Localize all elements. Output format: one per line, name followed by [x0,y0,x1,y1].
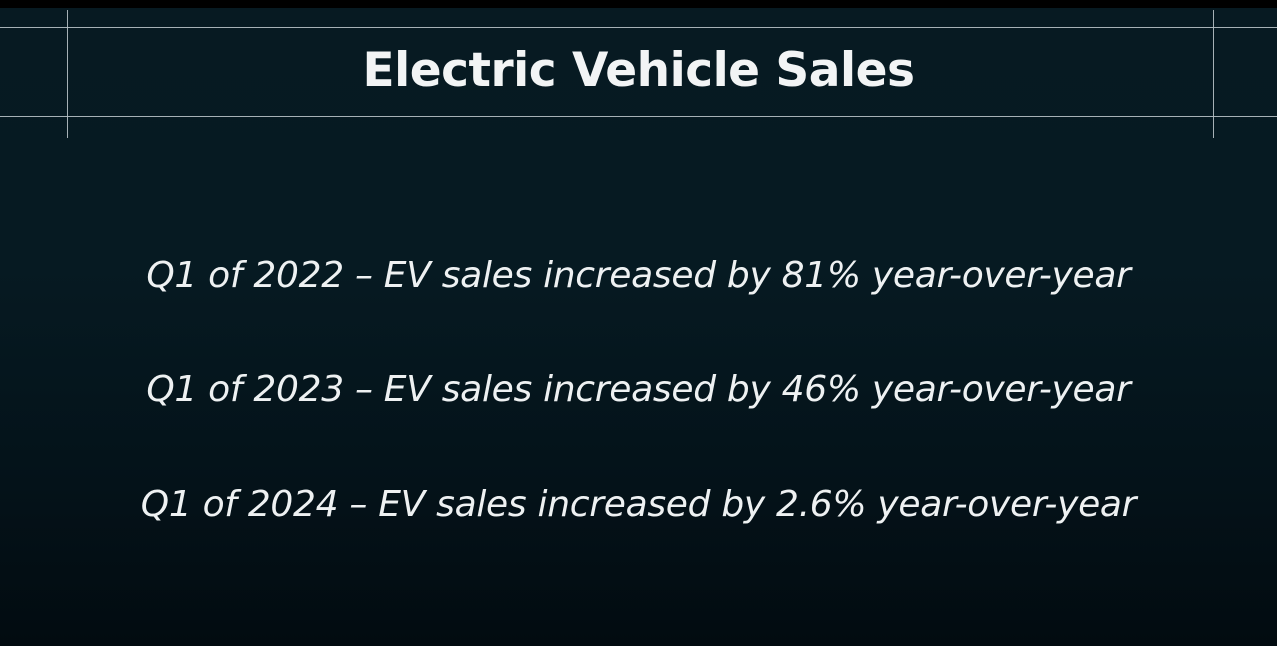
title-right-rule [1213,10,1214,138]
title-top-rule [0,27,1277,28]
presentation-slide: Electric Vehicle Sales Q1 of 2022 – EV s… [0,8,1277,646]
title-left-rule [67,10,68,138]
stat-line-2023: Q1 of 2023 – EV sales increased by 46% y… [146,369,1131,410]
stat-line-2022: Q1 of 2022 – EV sales increased by 81% y… [146,255,1131,296]
title-bottom-rule [0,116,1277,117]
slide-title: Electric Vehicle Sales [362,43,915,98]
stat-line-2024: Q1 of 2024 – EV sales increased by 2.6% … [140,484,1137,525]
